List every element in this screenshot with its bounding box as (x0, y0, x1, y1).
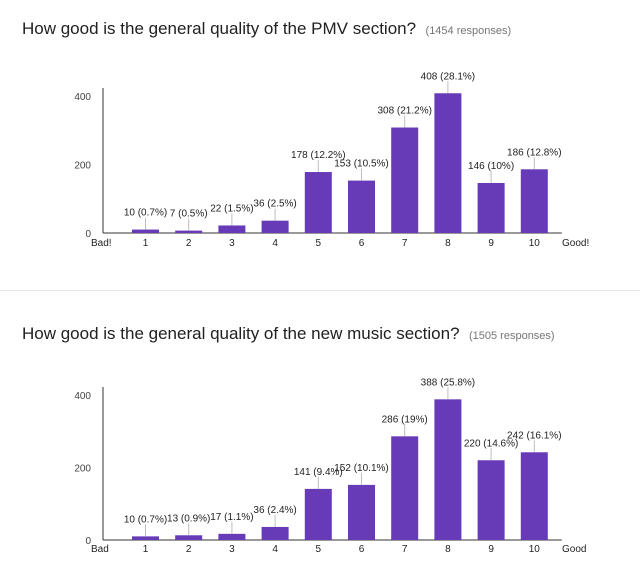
bar (477, 460, 505, 540)
x-tick-label: 2 (186, 238, 192, 249)
bar (391, 436, 419, 540)
x-tick-label: 7 (402, 238, 408, 249)
data-label: 10 (0.7%) (124, 208, 167, 219)
y-tick-label: 400 (74, 391, 91, 402)
bar (304, 488, 332, 540)
y-tick-label: 200 (74, 161, 91, 172)
data-label: 36 (2.5%) (253, 199, 296, 210)
bar (218, 225, 246, 233)
x-tick-label: 5 (316, 544, 322, 555)
bar (391, 127, 419, 233)
x-tick-label: 10 (529, 544, 541, 555)
data-label: 408 (28.1%) (421, 71, 475, 82)
x-axis-end-label: Good (562, 544, 586, 555)
data-label: 146 (10%) (468, 161, 514, 172)
bar (304, 172, 332, 233)
bar (132, 229, 159, 233)
data-label: 141 (9.4%) (294, 467, 343, 478)
x-tick-label: 6 (359, 238, 365, 249)
x-tick-label: 6 (359, 544, 365, 555)
bar (520, 169, 548, 233)
x-axis-start-label: Bad! (91, 238, 112, 249)
y-tick-label: 0 (85, 536, 91, 547)
bar (175, 535, 203, 540)
x-axis-start-label: Bad (91, 544, 109, 555)
bar (434, 93, 462, 233)
x-tick-label: 1 (143, 544, 149, 555)
data-label: 186 (12.8%) (507, 147, 561, 158)
section-divider (0, 290, 640, 291)
bar (175, 230, 203, 233)
data-label: 13 (0.9%) (167, 513, 210, 524)
bar (348, 180, 375, 233)
bar (261, 220, 289, 233)
response-count: (1454 responses) (425, 25, 512, 37)
chart-title-row: How good is the general quality of the n… (22, 324, 555, 344)
x-tick-label: 3 (229, 544, 235, 555)
response-count: (1505 responses) (468, 330, 555, 342)
data-label: 36 (2.4%) (253, 505, 296, 516)
data-label: 308 (21.2%) (377, 106, 431, 117)
y-tick-label: 400 (74, 92, 91, 103)
chart-title-row: How good is the general quality of the P… (22, 19, 511, 39)
chart-card-new-music: How good is the general quality of the n… (0, 297, 640, 577)
data-label: 242 (16.1%) (507, 430, 561, 441)
x-axis-end-label: Good! (562, 238, 589, 249)
data-label: 153 (10.5%) (334, 159, 388, 170)
bar (520, 452, 548, 540)
chart-card-pmv: How good is the general quality of the P… (0, 0, 640, 285)
x-tick-label: 3 (229, 238, 235, 249)
bar (348, 484, 375, 540)
x-tick-label: 9 (488, 544, 494, 555)
data-label: 286 (19%) (382, 414, 428, 425)
y-tick-label: 200 (74, 464, 91, 475)
x-tick-label: 1 (143, 238, 149, 249)
x-tick-label: 5 (316, 238, 322, 249)
x-tick-label: 4 (272, 238, 278, 249)
x-tick-label: 2 (186, 544, 192, 555)
x-tick-label: 8 (445, 238, 451, 249)
data-label: 178 (12.2%) (291, 150, 345, 161)
bar (132, 536, 159, 540)
bar (218, 533, 246, 540)
x-tick-label: 10 (529, 238, 541, 249)
data-label: 7 (0.5%) (170, 209, 208, 220)
data-label: 22 (1.5%) (210, 203, 253, 214)
data-label: 10 (0.7%) (124, 514, 167, 525)
data-label: 220 (14.6%) (464, 438, 518, 449)
bar (477, 182, 505, 233)
x-tick-label: 7 (402, 544, 408, 555)
bar (261, 526, 289, 540)
chart-title: How good is the general quality of the n… (22, 324, 460, 343)
data-label: 17 (1.1%) (210, 512, 253, 523)
data-label: 152 (10.1%) (334, 463, 388, 474)
data-label: 388 (25.8%) (421, 377, 475, 388)
y-tick-label: 0 (85, 229, 91, 240)
x-tick-label: 9 (488, 238, 494, 249)
chart-title: How good is the general quality of the P… (22, 19, 417, 38)
x-tick-label: 8 (445, 544, 451, 555)
bar-chart-pmv: 0 200 400 Bad! Good! 1 10 (0.7%) 2 7 (0.5%) 3 22 (… (74, 71, 589, 249)
x-tick-label: 4 (272, 544, 278, 555)
bar (434, 399, 462, 540)
